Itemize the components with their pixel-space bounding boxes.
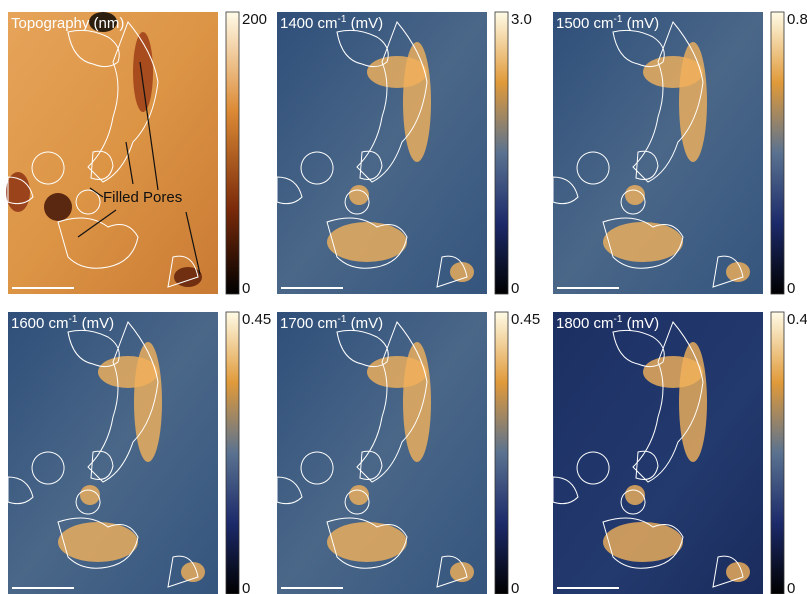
panel: 1400 cm-1 (mV) 3.0 0: [277, 11, 532, 297]
colorbar-max: 200: [242, 11, 267, 28]
feature: [98, 356, 158, 388]
panel: 1800 cm-1 (mV) 0.4 0: [553, 311, 807, 594]
panel: 1700 cm-1 (mV) 0.45 0: [277, 311, 540, 594]
title-unit: (mV): [77, 315, 114, 332]
feature: [349, 185, 369, 205]
feature: [367, 56, 427, 88]
feature: [80, 485, 100, 505]
colorbar-max: 0.45: [511, 311, 540, 328]
feature: [6, 172, 30, 212]
title-unit: (mV): [622, 15, 659, 32]
feature: [327, 222, 407, 262]
panel: Topography (nm) 200 0 Filled Pores: [6, 11, 267, 297]
feature: [643, 56, 703, 88]
feature: [367, 356, 427, 388]
figure: Topography (nm) 200 0 Filled Pores 1400 cm-1…: [0, 0, 807, 594]
panel-title: Topography (nm): [11, 15, 124, 32]
annotation: Filled Pores: [103, 189, 182, 206]
feature: [58, 522, 138, 562]
panel: 1500 cm-1 (mV) 0.8 0: [553, 11, 807, 297]
title-text: 1600 cm: [11, 315, 69, 332]
panel: 1600 cm-1 (mV) 0.45 0: [8, 311, 271, 594]
colorbar-max: 0.45: [242, 311, 271, 328]
title-unit: (mV): [346, 15, 383, 32]
colorbar-min: 0: [511, 280, 519, 297]
feature: [643, 356, 703, 388]
colorbar-min: 0: [242, 280, 250, 297]
panel-title: 1500 cm-1 (mV): [556, 14, 659, 32]
colorbar: [226, 312, 239, 594]
title-text: 1400 cm: [280, 15, 338, 32]
colorbar-max: 3.0: [511, 11, 532, 28]
colorbar: [495, 312, 508, 594]
title-text: 1500 cm: [556, 15, 614, 32]
colorbar-max: 0.8: [787, 11, 807, 28]
colorbar-min: 0: [787, 580, 795, 594]
colorbar-min: 0: [242, 580, 250, 594]
panel-title: 1400 cm-1 (mV): [280, 14, 383, 32]
colorbar: [495, 12, 508, 294]
feature: [133, 32, 153, 112]
image: [8, 12, 218, 294]
feature: [603, 222, 683, 262]
panel-title: 1700 cm-1 (mV): [280, 314, 383, 332]
title-unit: (mV): [346, 315, 383, 332]
title-text: 1700 cm: [280, 315, 338, 332]
title-text: Topography (nm): [11, 15, 124, 32]
feature: [44, 193, 72, 221]
feature: [327, 522, 407, 562]
colorbar-min: 0: [511, 580, 519, 594]
title-unit: (mV): [622, 315, 659, 332]
colorbar: [771, 12, 784, 294]
feature: [349, 485, 369, 505]
colorbar-max: 0.4: [787, 311, 807, 328]
colorbar-min: 0: [787, 280, 795, 297]
feature: [603, 522, 683, 562]
colorbar: [771, 312, 784, 594]
colorbar: [226, 12, 239, 294]
feature: [625, 485, 645, 505]
title-text: 1800 cm: [556, 315, 614, 332]
feature: [625, 185, 645, 205]
panel-title: 1800 cm-1 (mV): [556, 314, 659, 332]
panel-title: 1600 cm-1 (mV): [11, 314, 114, 332]
